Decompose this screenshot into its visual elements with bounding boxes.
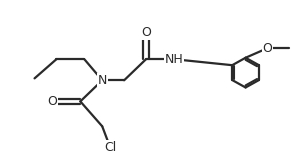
Text: O: O [47,95,58,108]
Text: NH: NH [165,53,183,66]
Text: N: N [98,74,107,87]
Text: O: O [141,26,151,39]
Text: Cl: Cl [104,141,116,154]
Text: O: O [263,42,272,55]
